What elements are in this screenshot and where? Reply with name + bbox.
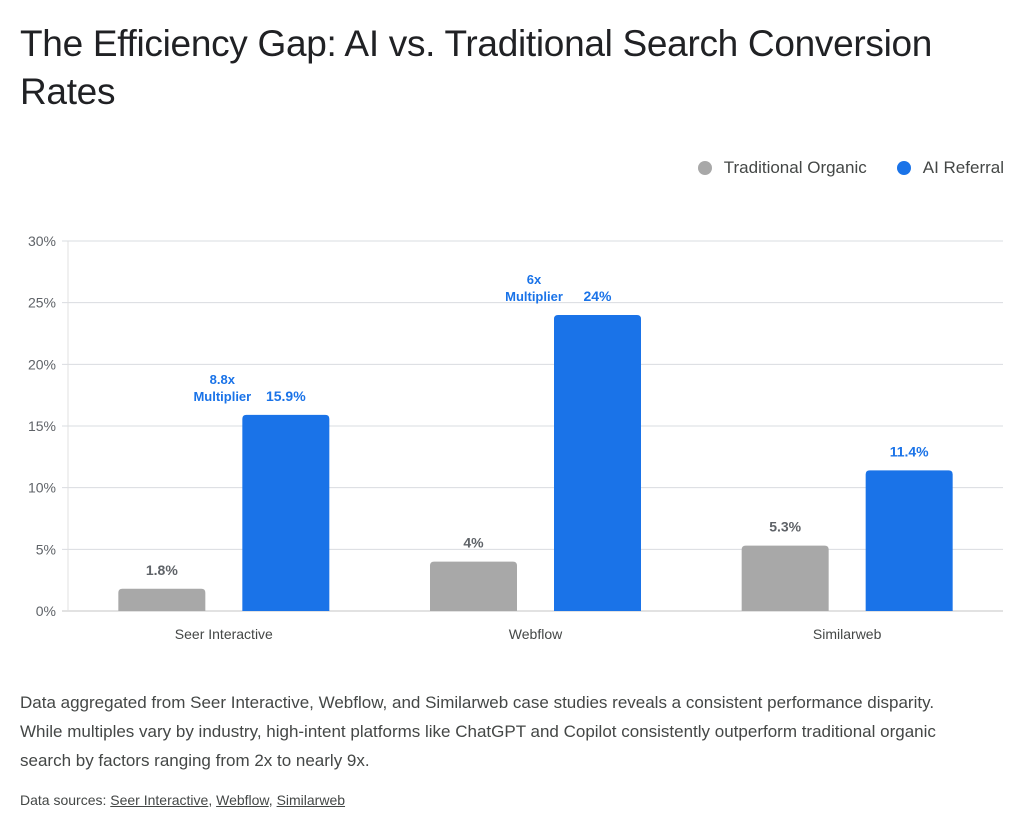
- data-label-traditional-organic-similarweb: 5.3%: [769, 519, 801, 535]
- source-link-seer-interactive[interactable]: Seer Interactive: [110, 792, 209, 808]
- legend-item-traditional-organic[interactable]: Traditional Organic: [697, 158, 867, 178]
- data-sources: Data sources: Seer Interactive, Webflow,…: [20, 792, 345, 808]
- data-label-ai-referral-seer-interactive: 15.9%: [266, 388, 306, 404]
- y-tick-label: 25%: [28, 295, 56, 311]
- data-label-ai-referral-webflow: 24%: [583, 288, 612, 304]
- bar-ai-referral-seer-interactive: [242, 414, 330, 611]
- legend: Traditional Organic AI Referral: [668, 158, 1004, 178]
- y-tick-label: 10%: [28, 480, 56, 496]
- annotation-webflow: 6x: [527, 272, 542, 287]
- bar-ai-referral-webflow: [554, 315, 641, 611]
- legend-label-traditional-organic: Traditional Organic: [723, 158, 867, 177]
- legend-swatch-ai-referral: [896, 161, 911, 175]
- source-link-webflow[interactable]: Webflow: [216, 792, 269, 808]
- bar-traditional-organic-webflow: [430, 561, 517, 611]
- y-tick-label: 20%: [28, 356, 56, 372]
- x-tick-label: Seer Interactive: [175, 626, 273, 642]
- data-label-traditional-organic-seer-interactive: 1.8%: [146, 562, 178, 578]
- legend-label-ai-referral: AI Referral: [922, 158, 1004, 177]
- chart-description: Data aggregated from Seer Interactive, W…: [20, 693, 936, 770]
- data-label-ai-referral-similarweb: 11.4%: [890, 443, 929, 459]
- sources-prefix: Data sources:: [20, 792, 111, 808]
- legend-swatch-traditional-organic: [697, 161, 712, 175]
- legend-item-ai-referral[interactable]: AI Referral: [896, 158, 1004, 178]
- y-tick-label: 5%: [36, 541, 56, 557]
- y-tick-label: 15%: [28, 418, 56, 434]
- bar-traditional-organic-seer-interactive: [118, 588, 206, 611]
- bar-chart: 0% 5% 10% 15% 20% 25% 30% 1.8% 15.9% 8.8x Multipli…: [28, 233, 1003, 642]
- annotation-seer-interactive: 8.8x: [210, 372, 236, 387]
- data-label-traditional-organic-webflow: 4%: [463, 535, 484, 551]
- x-tick-label: Similarweb: [813, 626, 882, 642]
- bar-traditional-organic-similarweb: [741, 545, 829, 611]
- y-tick-label: 0%: [36, 603, 56, 619]
- bar-ai-referral-similarweb: [865, 470, 953, 611]
- sources-separator: ,: [268, 792, 277, 808]
- source-link-similarweb[interactable]: Similarweb: [276, 792, 346, 808]
- chart-title: The Efficiency Gap: AI vs. Traditional S…: [20, 23, 933, 112]
- y-tick-label: 30%: [28, 233, 56, 249]
- sources-separator: ,: [208, 792, 217, 808]
- annotation-seer-interactive: Multiplier: [193, 389, 251, 404]
- annotation-webflow: Multiplier: [505, 289, 563, 304]
- x-tick-label: Webflow: [509, 626, 563, 642]
